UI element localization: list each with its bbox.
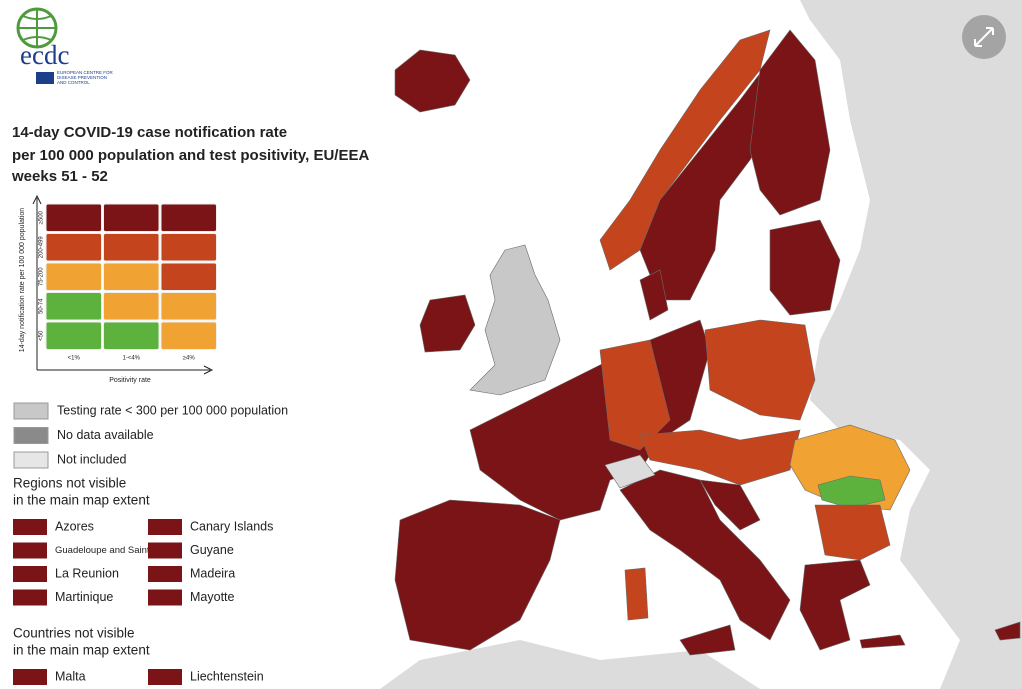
matrix-axes	[32, 194, 214, 375]
title-line: per 100 000 population and test positivi…	[12, 147, 369, 164]
region-swatch	[13, 542, 47, 559]
expand-arrows	[974, 27, 994, 47]
matrix-legend: 14-day notification rate per 100 000 pop…	[19, 194, 217, 384]
matrix-cell	[45, 292, 102, 321]
legend-swatch	[13, 427, 49, 444]
logo-grid	[18, 9, 56, 47]
column-label: 1-<4%	[122, 356, 140, 362]
countries-list: Malta Liechtenstein	[13, 669, 264, 685]
matrix-cell	[160, 262, 217, 291]
row-label: 50-74	[39, 298, 45, 314]
region-swatch	[13, 519, 47, 535]
logo: ecdc EUROPEAN CENTRE FOR DISEASE PREVENT…	[16, 7, 113, 85]
section-heading: in the main map extent	[13, 643, 150, 658]
matrix-cell	[160, 292, 217, 321]
matrix-cell	[160, 321, 217, 350]
region-swatch	[13, 669, 47, 685]
region-label: Malta	[55, 669, 86, 683]
matrix-cell	[45, 233, 102, 262]
region-label: Madeira	[190, 566, 235, 580]
x-axis-label: Positivity rate	[109, 377, 151, 384]
region-label: Guyane	[190, 543, 234, 557]
title-line: 14-day COVID-19 case notification rate	[12, 124, 287, 141]
region-label: Canary Islands	[190, 519, 273, 533]
title-line: weeks 51 - 52	[11, 168, 108, 185]
y-axis-label: 14-day notification rate per 100 000 pop…	[19, 208, 26, 352]
region-swatch	[13, 566, 47, 582]
region-label: La Reunion	[55, 566, 119, 580]
matrix-cell	[45, 321, 102, 350]
region-swatch	[148, 519, 182, 535]
matrix-cell	[103, 233, 160, 262]
matrix-cell	[103, 262, 160, 291]
legend: Testing rate < 300 per 100 000 populatio…	[13, 402, 288, 469]
region-label: Martinique	[55, 590, 113, 604]
logo-subtitle: EUROPEAN CENTRE FOR DISEASE PREVENTION A…	[57, 70, 113, 85]
region-swatch	[148, 589, 182, 606]
region-label: Guadeloupe and Saint Martin	[55, 545, 179, 556]
region-label: Liechtenstein	[190, 669, 264, 683]
row-label: <50	[39, 330, 45, 341]
region-label: Azores	[55, 519, 94, 533]
eu-flag	[36, 72, 54, 84]
column-label: <1%	[68, 356, 81, 362]
matrix-cell	[45, 262, 102, 291]
logo-name: ecdc	[20, 40, 69, 70]
matrix-cell	[103, 321, 160, 350]
legend-swatch	[13, 451, 49, 469]
region-label: Mayotte	[190, 590, 235, 604]
matrix-cell	[160, 203, 217, 232]
region-swatch	[148, 669, 182, 685]
region-swatch	[148, 566, 182, 582]
region-swatch	[13, 589, 47, 606]
logo-subtitle-box: EUROPEAN CENTRE FOR DISEASE PREVENTION A…	[57, 70, 113, 85]
legend-swatch	[13, 402, 49, 420]
matrix-cell	[45, 203, 102, 232]
region-swatch	[148, 542, 182, 559]
regions-list: Azores Canary Islands Guadeloupe and Saint…	[13, 519, 273, 606]
matrix-cell	[103, 292, 160, 321]
legend-label: Not included	[57, 452, 127, 466]
map	[380, 0, 1022, 689]
expand-button[interactable]	[962, 15, 1006, 59]
column-label: ≥4%	[183, 356, 196, 362]
matrix-cell	[103, 203, 160, 232]
section-heading: Regions not visible	[13, 476, 126, 491]
section-heading: Countries not visible	[13, 626, 135, 641]
legend-label: No data available	[57, 428, 154, 442]
row-label: 75-200	[39, 267, 45, 286]
row-label: ≥500	[39, 210, 45, 224]
legend-label: Testing rate < 300 per 100 000 populatio…	[57, 403, 288, 417]
section-heading: in the main map extent	[13, 493, 150, 508]
matrix-cell	[160, 233, 217, 262]
row-label: 200-499	[39, 236, 45, 259]
